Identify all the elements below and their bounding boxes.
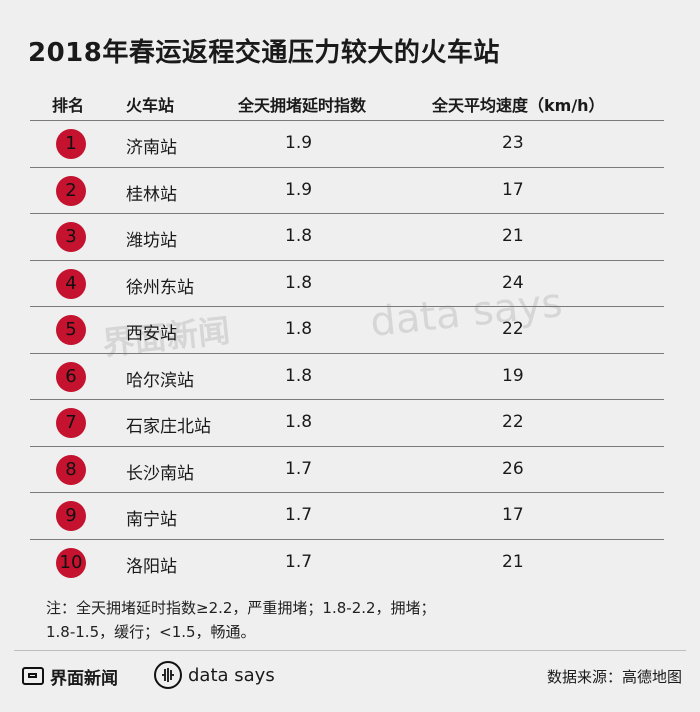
station-name: 哈尔滨站: [126, 370, 194, 391]
header-congestion: 全天拥堵延时指数: [238, 96, 367, 115]
table-row: 9 南宁站 1.7 17: [30, 492, 664, 539]
rank-badge: 8: [56, 454, 86, 485]
average-speed: 17: [502, 179, 524, 200]
footnote-line-2: 1.8-1.5，缓行；<1.5，畅通。: [46, 623, 256, 641]
table-row: 10 洛阳站 1.7 21: [30, 538, 664, 586]
station-name: 潍坊站: [126, 231, 177, 251]
table-row: 7 石家庄北站 1.8 22: [30, 399, 664, 446]
station-name: 南宁站: [126, 510, 177, 530]
average-speed: 17: [502, 505, 524, 525]
station-name: 石家庄北站: [126, 417, 211, 437]
rank-badge: 7: [56, 408, 86, 438]
rank-badge: 4: [56, 268, 86, 299]
congestion-index: 1.8: [285, 365, 313, 386]
rank-badge: 1: [56, 129, 86, 159]
average-speed: 19: [502, 365, 524, 386]
average-speed: 26: [502, 458, 524, 479]
data-source: 数据来源：高德地图: [546, 668, 682, 686]
rank-badge: 9: [56, 501, 86, 531]
table-row: 8 长沙南站 1.7 26: [30, 445, 664, 493]
rank-badge: 3: [56, 222, 86, 252]
average-speed: 23: [502, 133, 524, 153]
congestion-index: 1.8: [285, 226, 313, 246]
datasays-logo-text: data says: [188, 664, 275, 686]
station-name: 济南站: [126, 138, 177, 158]
jiemian-logo-text: 界面新闻: [50, 668, 118, 689]
station-name: 桂林站: [126, 184, 177, 205]
jiemian-logo-icon: [22, 667, 44, 685]
chart-title: 2018年春运返程交通压力较大的火车站: [28, 38, 500, 68]
table-row: 1 济南站 1.9 23: [30, 120, 664, 167]
table-row: 4 徐州东站 1.8 24: [30, 259, 664, 307]
footer-divider: [14, 650, 686, 651]
congestion-index: 1.7: [285, 551, 313, 572]
congestion-index: 1.8: [285, 272, 313, 293]
rank-badge: 5: [56, 315, 86, 345]
congestion-index: 1.8: [285, 319, 313, 339]
rank-badge: 6: [56, 361, 86, 392]
table-header: 排名 火车站 全天拥堵延时指数 全天平均速度（km/h）: [30, 92, 664, 120]
congestion-index: 1.8: [285, 412, 313, 432]
footnote: 注：全天拥堵延时指数≥2.2，严重拥堵；1.8-2.2，拥堵； 1.8-1.5，…: [46, 596, 526, 644]
datasays-logo: data says: [154, 660, 275, 690]
congestion-index: 1.9: [285, 133, 313, 153]
datasays-logo-icon: [154, 661, 182, 689]
table-row: 3 潍坊站 1.8 21: [30, 213, 664, 260]
jiemian-logo: 界面新闻: [22, 664, 118, 689]
header-station: 火车站: [126, 96, 175, 115]
header-speed: 全天平均速度（km/h）: [432, 96, 605, 115]
average-speed: 21: [502, 226, 524, 246]
header-rank: 排名: [52, 96, 85, 115]
table-row: 2 桂林站 1.9 17: [30, 166, 664, 214]
congestion-index: 1.7: [285, 505, 313, 525]
table-body: 1 济南站 1.9 23 2 桂林站 1.9 17 3 潍坊站 1.8 21 4 徐州东站 1.8 24 5 西安…: [30, 120, 664, 585]
station-name: 洛阳站: [126, 556, 177, 577]
rank-badge: 10: [56, 547, 86, 578]
average-speed: 24: [502, 272, 524, 293]
station-name: 西安站: [126, 324, 177, 344]
average-speed: 22: [502, 319, 524, 339]
station-name: 长沙南站: [126, 463, 194, 484]
average-speed: 22: [502, 412, 524, 432]
average-speed: 21: [502, 551, 524, 572]
rank-badge: 2: [56, 175, 86, 206]
station-name: 徐州东站: [126, 277, 194, 298]
table-row: 6 哈尔滨站 1.8 19: [30, 352, 664, 400]
table-row: 5 西安站 1.8 22: [30, 306, 664, 353]
congestion-index: 1.9: [285, 179, 313, 200]
congestion-index: 1.7: [285, 458, 313, 479]
footnote-line-1: 注：全天拥堵延时指数≥2.2，严重拥堵；1.8-2.2，拥堵；: [46, 599, 436, 617]
